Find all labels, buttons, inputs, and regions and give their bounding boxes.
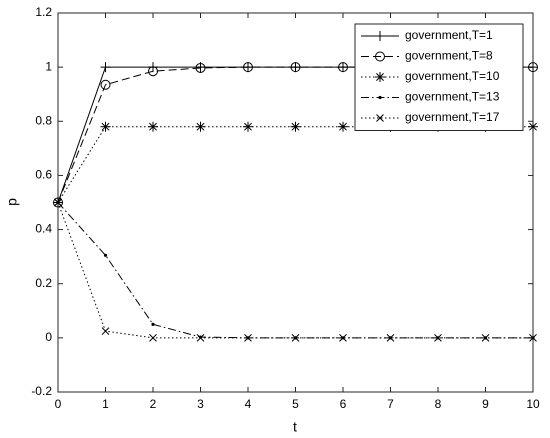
- y-tick-label: 0.4: [35, 222, 52, 236]
- y-tick-label: 0.2: [35, 276, 52, 290]
- marker: [103, 253, 108, 257]
- marker: [434, 334, 442, 342]
- marker: [54, 198, 62, 207]
- marker: [149, 334, 157, 342]
- marker: [148, 66, 158, 77]
- marker: [148, 121, 158, 132]
- x-tick-label: 3: [197, 397, 204, 411]
- marker: [195, 121, 206, 132]
- x-tick-label: 10: [526, 397, 540, 411]
- y-tick-label: 1: [45, 59, 52, 73]
- legend-label: government,T=10: [405, 69, 500, 83]
- marker: [528, 62, 538, 73]
- x-tick-label: 9: [482, 397, 489, 411]
- marker: [243, 62, 253, 73]
- marker: [100, 121, 111, 132]
- marker: [100, 79, 111, 90]
- marker: [291, 334, 300, 342]
- legend: government,T=1 government,T=8 government,T…: [354, 23, 524, 131]
- x-tick-label: 6: [340, 397, 347, 411]
- x-axis-label: t: [293, 419, 297, 435]
- x-tick-label: 5: [292, 397, 299, 411]
- x-tick-label: 2: [150, 397, 157, 411]
- marker: [151, 322, 155, 326]
- marker: [195, 62, 206, 73]
- y-tick-label: -0.2: [31, 384, 52, 398]
- series-line: [57, 126, 533, 203]
- x-tick-label: 0: [55, 397, 62, 411]
- marker: [375, 72, 385, 82]
- x-tick-label: 7: [387, 397, 394, 411]
- y-axis-label: p: [4, 198, 20, 206]
- y-tick-label: 1.2: [35, 5, 52, 19]
- x-tick-label: 1: [102, 397, 109, 411]
- x-tick-label: 8: [435, 397, 442, 411]
- y-tick-label: 0.6: [35, 168, 52, 182]
- marker: [100, 62, 111, 73]
- y-tick-label: 0.8: [35, 113, 52, 127]
- legend-label: government,T=8: [405, 49, 493, 63]
- marker: [386, 334, 395, 342]
- marker: [528, 121, 538, 132]
- legend-label: government,T=13: [405, 90, 500, 104]
- marker: [101, 327, 110, 335]
- marker: [339, 334, 347, 342]
- marker: [338, 121, 348, 132]
- series-line: [57, 66, 533, 203]
- legend-label: government,T=17: [405, 110, 500, 124]
- y-tick-label: 0: [45, 330, 52, 344]
- series-line: [57, 202, 533, 339]
- marker: [290, 62, 301, 73]
- marker: [290, 121, 301, 132]
- marker: [378, 95, 382, 100]
- marker: [481, 334, 490, 342]
- x-tick-label: 4: [245, 397, 252, 411]
- marker: [375, 51, 385, 62]
- marker: [376, 114, 384, 122]
- marker: [243, 121, 253, 132]
- marker: [375, 31, 385, 41]
- marker: [338, 62, 348, 73]
- marker: [529, 334, 537, 342]
- marker: [244, 334, 252, 342]
- legend-label: government,T=1: [405, 28, 493, 42]
- marker: [196, 334, 205, 342]
